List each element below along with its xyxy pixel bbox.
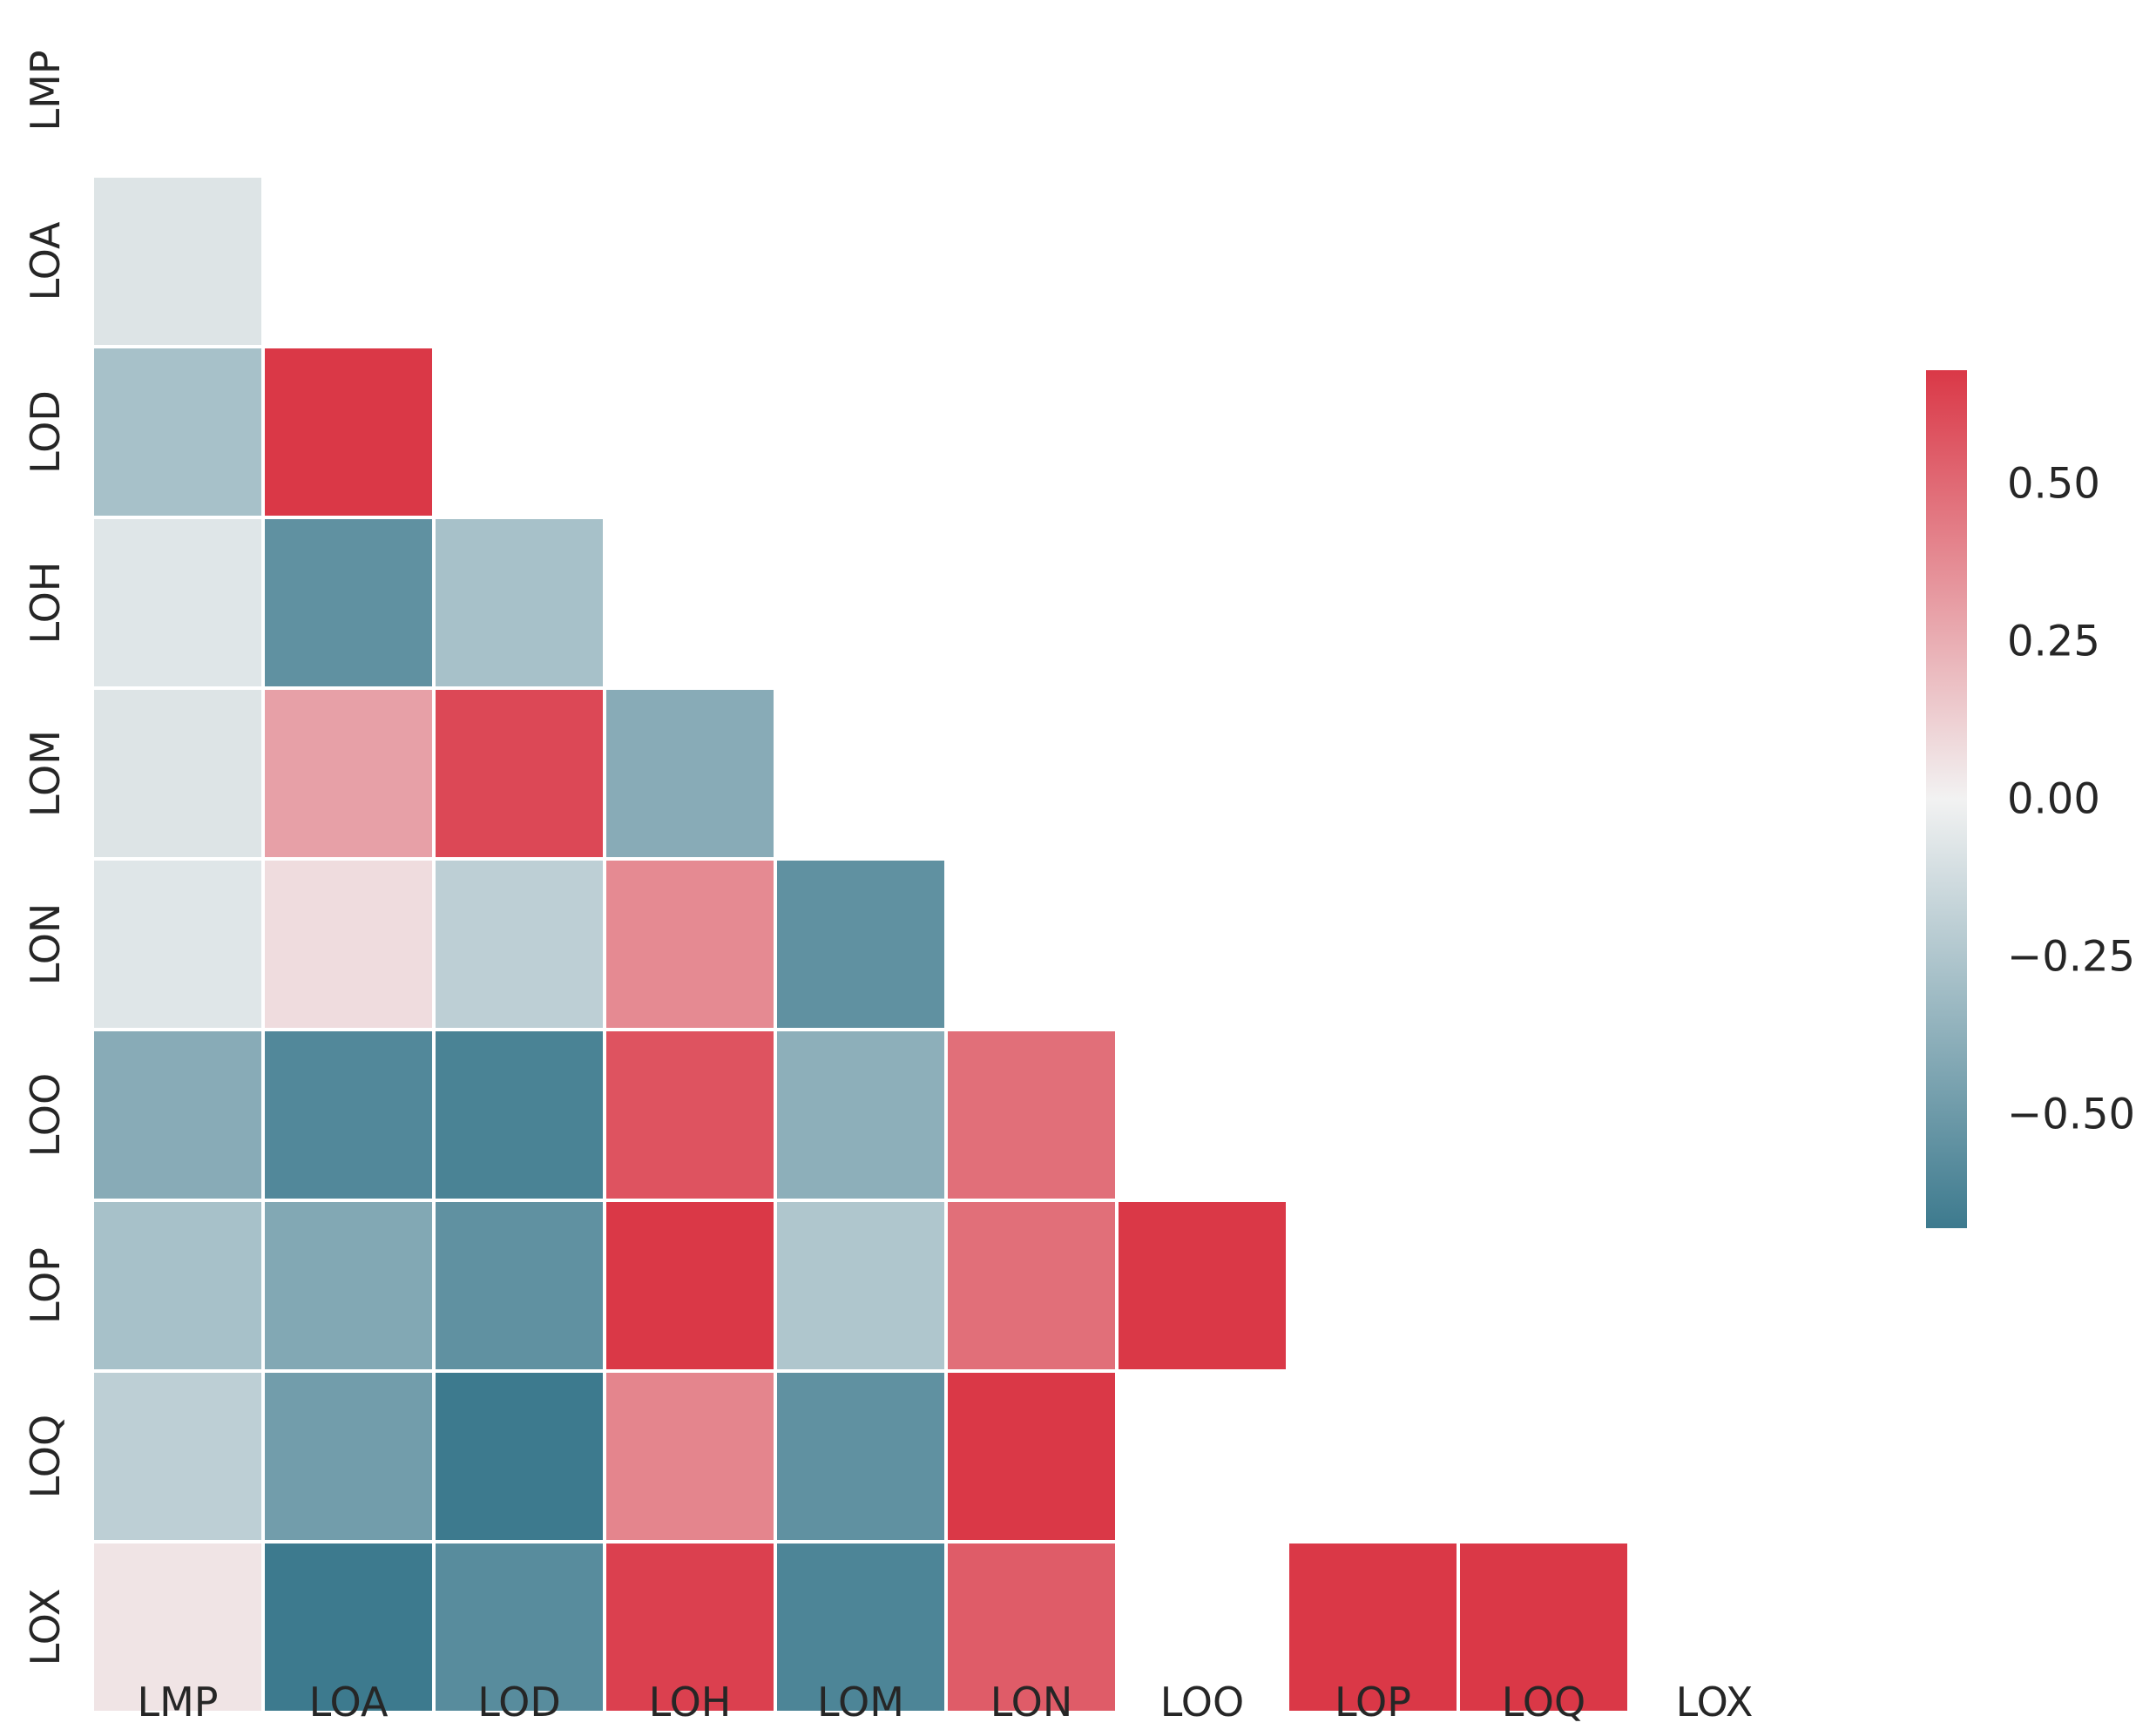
y-tick-label-lom: LOM <box>22 730 69 817</box>
heatmap-cell-lon-loh <box>606 861 774 1028</box>
heatmap-cell-lox-lmp <box>94 1543 261 1711</box>
x-axis-labels: LMP LOA LOD LOH LOM LON LOO LOP LOQ LOX <box>137 1679 1753 1726</box>
heatmap-cell-lon-loa <box>265 861 432 1028</box>
heatmap-cell-loo-loh <box>606 1031 774 1199</box>
heatmap-cell-lon-lmp <box>94 861 261 1028</box>
x-tick-label-loo: LOO <box>1160 1679 1244 1726</box>
heatmap-cell-lom-loh <box>606 690 774 857</box>
heatmap-cell-lop-loh <box>606 1202 774 1369</box>
heatmap-cell-loq-loh <box>606 1373 774 1540</box>
heatmap-cell-loh-lod <box>436 519 603 686</box>
heatmap-cell-lox-lop <box>1289 1543 1457 1711</box>
heatmap-cell-lom-lod <box>436 690 603 857</box>
colorbar-tick-label: −0.25 <box>2007 933 2135 982</box>
heatmap-cell-loo-lod <box>436 1031 603 1199</box>
x-tick-label-loq: LOQ <box>1502 1679 1585 1726</box>
heatmap-cell-lop-lon <box>948 1202 1115 1369</box>
heatmap-cell-lop-lod <box>436 1202 603 1369</box>
x-tick-label-loh: LOH <box>649 1679 732 1726</box>
x-tick-label-lon: LON <box>990 1679 1073 1726</box>
y-tick-label-loo: LOO <box>22 1073 69 1157</box>
heatmap-cell-loo-loa <box>265 1031 432 1199</box>
x-tick-label-lod: LOD <box>477 1679 561 1726</box>
colorbar-ticks: 0.50 0.25 0.00 −0.25 −0.50 <box>2007 459 2135 1138</box>
heatmap-cell-lox-lom <box>777 1543 944 1711</box>
heatmap-cell-lon-lod <box>436 861 603 1028</box>
heatmap-cell-lox-loq <box>1460 1543 1627 1711</box>
colorbar-tick-label: 0.00 <box>2007 775 2100 824</box>
heatmap-cell-loo-lmp <box>94 1031 261 1199</box>
heatmap-cell-lom-loa <box>265 690 432 857</box>
colorbar-tick-label: 0.50 <box>2007 459 2100 508</box>
heatmap-cell-lop-loa <box>265 1202 432 1369</box>
y-tick-label-lop: LOP <box>22 1247 69 1324</box>
x-tick-label-lmp: LMP <box>137 1679 218 1726</box>
heatmap-cell-loh-lmp <box>94 519 261 686</box>
heatmap-cells <box>94 178 1627 1711</box>
heatmap-cell-lod-loa <box>265 348 432 516</box>
y-tick-label-loa: LOA <box>22 221 69 301</box>
heatmap-cell-loo-lom <box>777 1031 944 1199</box>
heatmap-cell-lom-lmp <box>94 690 261 857</box>
y-tick-label-lod: LOD <box>22 390 69 474</box>
heatmap-cell-loq-lom <box>777 1373 944 1540</box>
colorbar-tick-label: −0.50 <box>2007 1091 2135 1139</box>
y-tick-label-lon: LON <box>22 903 69 986</box>
heatmap-cell-lox-loa <box>265 1543 432 1711</box>
heatmap-cell-loa-lmp <box>94 178 261 345</box>
heatmap-cell-lox-lon <box>948 1543 1115 1711</box>
x-tick-label-lox: LOX <box>1676 1679 1754 1726</box>
colorbar <box>1926 370 1967 1228</box>
heatmap-cell-lon-lom <box>777 861 944 1028</box>
heatmap-cell-loq-loa <box>265 1373 432 1540</box>
y-tick-label-lox: LOX <box>22 1589 69 1666</box>
heatmap-cell-lod-lmp <box>94 348 261 516</box>
heatmap-cell-lox-loh <box>606 1543 774 1711</box>
heatmap-cell-loq-lon <box>948 1373 1115 1540</box>
heatmap-cell-lop-lom <box>777 1202 944 1369</box>
heatmap-cell-loh-loa <box>265 519 432 686</box>
heatmap-cell-loq-lod <box>436 1373 603 1540</box>
colorbar-tick-label: 0.25 <box>2007 617 2100 665</box>
heatmap-cell-loq-lmp <box>94 1373 261 1540</box>
y-tick-label-loh: LOH <box>22 562 69 645</box>
x-tick-label-lom: LOM <box>817 1679 904 1726</box>
y-tick-label-loq: LOQ <box>22 1415 69 1498</box>
y-tick-label-lmp: LMP <box>22 50 69 131</box>
x-tick-label-loa: LOA <box>309 1679 389 1726</box>
x-tick-label-lop: LOP <box>1335 1679 1411 1726</box>
heatmap-cell-lox-lod <box>436 1543 603 1711</box>
heatmap-cell-lop-loo <box>1119 1202 1286 1369</box>
heatmap-cell-lop-lmp <box>94 1202 261 1369</box>
y-axis-labels: LMP LOA LOD LOH LOM LON LOO LOP LOQ LOX <box>22 50 69 1665</box>
heatmap-cell-loo-lon <box>948 1031 1115 1199</box>
